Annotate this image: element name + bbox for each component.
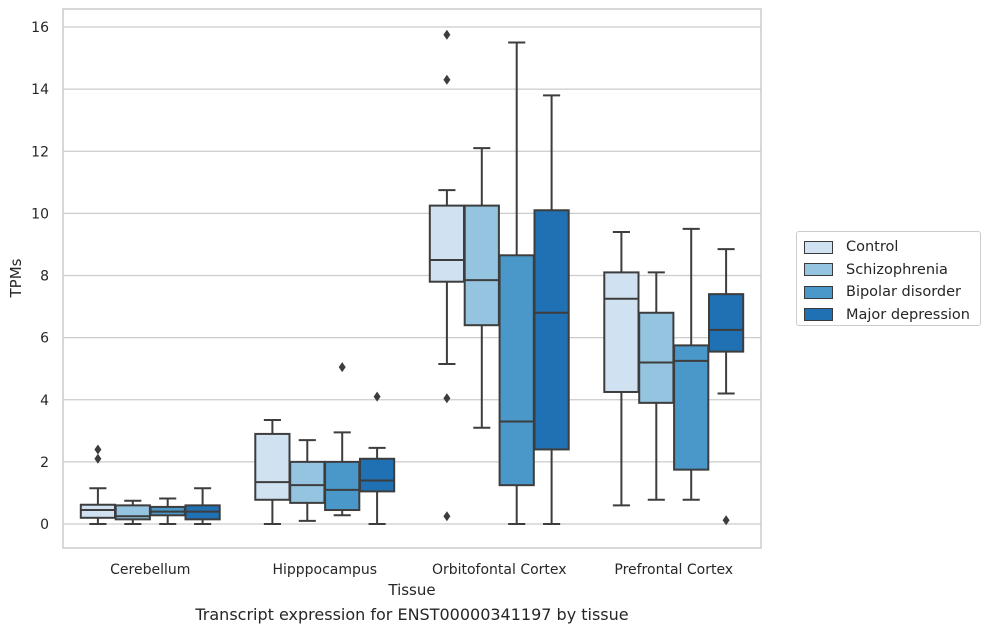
outlier-point [338, 362, 346, 373]
box-iqr [533, 209, 570, 451]
box-iqr [603, 271, 640, 393]
box [707, 248, 745, 526]
x-tick-label: Hipppocampus [272, 562, 377, 578]
x-tick-label: Orbitofontal Cortex [432, 562, 567, 578]
outlier-point [443, 511, 451, 522]
y-axis-label: TPMs [7, 258, 25, 298]
legend-label: Bipolar disorder [846, 284, 961, 301]
chart-caption: Transcript expression for ENST0000034119… [195, 605, 629, 624]
outlier-point [94, 444, 102, 455]
legend: Control Schizophrenia Bipolar disorder Majo… [796, 231, 981, 326]
series-control [79, 29, 640, 525]
box-iqr [254, 432, 291, 501]
x-tick-labels: Cerebellum Hipppocampus Orbitofontal Corte… [110, 562, 733, 578]
legend-label: Control [846, 239, 899, 256]
series-major-depression [184, 94, 745, 526]
legend-swatch [804, 308, 833, 322]
y-tick-label: 2 [40, 455, 49, 471]
y-tick-label: 14 [31, 82, 49, 98]
legend-item: Major depression [804, 304, 980, 327]
box-iqr [79, 503, 117, 519]
y-tick-label: 0 [40, 517, 49, 533]
outlier-point [443, 74, 451, 85]
box-iqr [114, 504, 151, 521]
x-tick-label: Prefrontal Cortex [614, 562, 733, 578]
box-iqr [673, 344, 710, 471]
x-tick-label: Cerebellum [110, 562, 190, 578]
box [358, 391, 396, 525]
box [428, 29, 466, 522]
grid-lines [63, 26, 761, 525]
y-tick-label: 12 [31, 144, 49, 160]
plot-frame [62, 8, 762, 549]
outlier-point [722, 515, 730, 526]
legend-swatch [804, 240, 833, 254]
box-iqr [358, 457, 396, 493]
y-tick-label: 6 [40, 331, 49, 347]
y-tick-label: 10 [31, 206, 49, 222]
box [638, 271, 675, 501]
box [498, 41, 535, 525]
box-iqr [498, 254, 535, 487]
y-tick-label: 4 [40, 393, 49, 409]
box-iqr [638, 311, 675, 404]
legend-label: Schizophrenia [846, 261, 948, 278]
legend-label: Major depression [846, 306, 970, 323]
legend-item: Control [804, 236, 980, 259]
box [673, 227, 710, 501]
box [114, 499, 151, 525]
box [533, 94, 570, 525]
x-axis-label: Tissue [387, 581, 435, 599]
legend-item: Schizophrenia [804, 259, 980, 282]
box-iqr [324, 460, 361, 512]
outlier-point [443, 393, 451, 404]
box [254, 418, 291, 525]
y-tick-label: 8 [40, 269, 49, 285]
box [149, 497, 186, 525]
box [603, 231, 640, 507]
series-bipolar-disorder [149, 41, 710, 525]
box-iqr [289, 460, 326, 504]
box [184, 487, 221, 525]
y-tick-label: 16 [31, 20, 49, 36]
outlier-point [443, 29, 451, 40]
box-iqr [463, 204, 500, 327]
box-iqr [428, 204, 466, 283]
outlier-point [373, 391, 381, 402]
box-iqr [707, 293, 745, 353]
outlier-point [94, 453, 102, 464]
series-schizophrenia [114, 147, 675, 525]
box [463, 147, 500, 429]
box [324, 362, 361, 517]
legend-swatch [804, 263, 833, 277]
box [79, 444, 117, 525]
legend-swatch [804, 285, 833, 299]
y-tick-labels: 0 2 4 6 8 10 12 14 16 [31, 20, 49, 533]
box [289, 439, 326, 522]
box-plot-series [79, 29, 745, 526]
legend-item: Bipolar disorder [804, 281, 980, 304]
